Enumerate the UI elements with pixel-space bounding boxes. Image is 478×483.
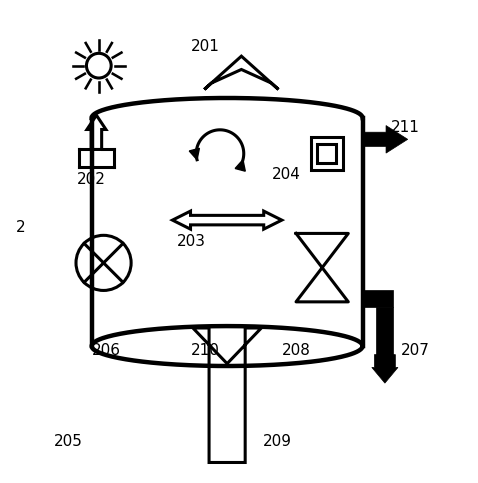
Text: 209: 209 — [262, 434, 292, 449]
Text: 208: 208 — [282, 343, 311, 358]
Text: 207: 207 — [401, 343, 429, 358]
Text: 202: 202 — [77, 172, 106, 187]
Text: 2: 2 — [16, 220, 25, 235]
Text: 203: 203 — [177, 234, 206, 249]
Bar — [311, 138, 343, 170]
Polygon shape — [372, 355, 398, 383]
Polygon shape — [189, 148, 199, 160]
Text: 211: 211 — [391, 120, 420, 135]
Text: 205: 205 — [54, 434, 82, 449]
Text: 206: 206 — [91, 343, 120, 358]
Text: 201: 201 — [191, 39, 220, 54]
Bar — [317, 144, 337, 163]
Text: 210: 210 — [191, 343, 220, 358]
Bar — [362, 290, 393, 307]
Bar — [376, 307, 393, 355]
Text: 204: 204 — [272, 168, 301, 183]
Polygon shape — [235, 160, 245, 171]
Polygon shape — [362, 126, 408, 153]
